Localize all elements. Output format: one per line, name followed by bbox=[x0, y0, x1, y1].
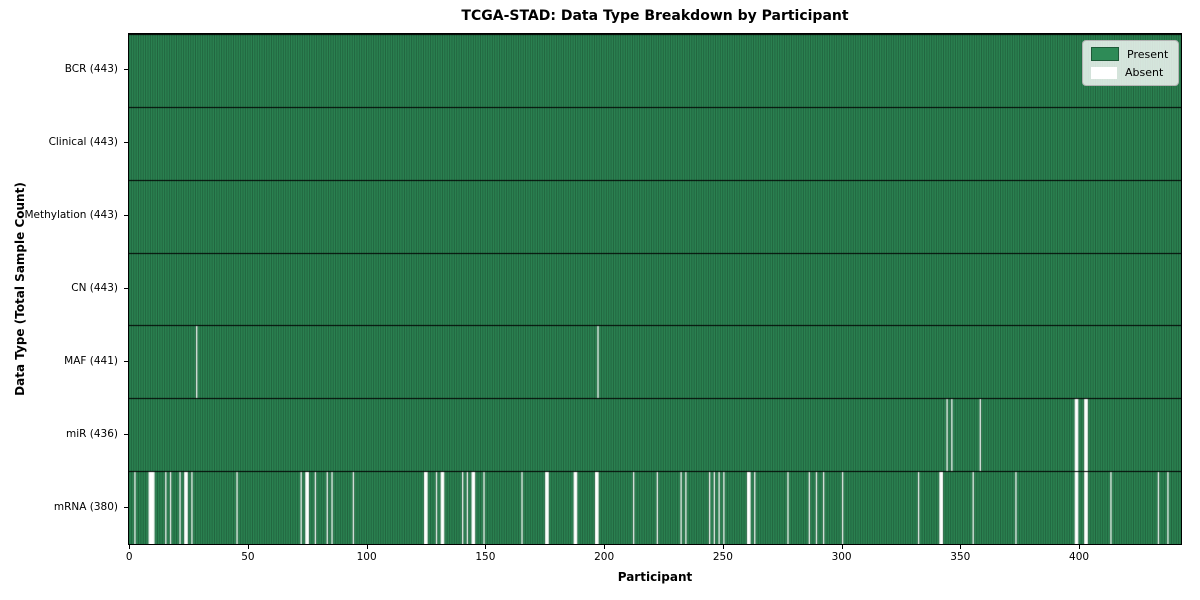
x-tick-label: 250 bbox=[712, 551, 733, 563]
x-tick-mark bbox=[723, 545, 724, 549]
x-tick-label: 100 bbox=[356, 551, 377, 563]
present-swatch-icon bbox=[1091, 47, 1119, 61]
legend-label-present: Present bbox=[1127, 47, 1169, 61]
x-tick-label: 0 bbox=[125, 551, 133, 563]
y-tick-mark bbox=[124, 288, 128, 289]
x-tick-label: 150 bbox=[475, 551, 496, 563]
x-tick-label: 350 bbox=[950, 551, 971, 563]
y-tick-mark bbox=[124, 69, 128, 70]
y-tick-label: CN (443) bbox=[71, 282, 118, 294]
x-tick-mark bbox=[604, 545, 605, 549]
x-tick-mark bbox=[1079, 545, 1080, 549]
x-tick-mark bbox=[367, 545, 368, 549]
x-tick-mark bbox=[842, 545, 843, 549]
chart-title: TCGA-STAD: Data Type Breakdown by Partic… bbox=[461, 8, 849, 24]
y-tick-label: MAF (441) bbox=[64, 354, 118, 367]
x-tick-mark bbox=[960, 545, 961, 549]
x-tick-mark bbox=[248, 545, 249, 549]
y-tick-mark bbox=[124, 142, 128, 143]
x-axis-title: Participant bbox=[617, 570, 693, 584]
y-tick-label: miR (436) bbox=[65, 427, 118, 440]
plot-area bbox=[128, 33, 1182, 545]
heatmap-canvas bbox=[129, 34, 1181, 544]
x-tick-label: 300 bbox=[831, 551, 852, 563]
y-tick-mark bbox=[124, 361, 128, 362]
y-tick-mark bbox=[124, 507, 128, 508]
x-tick-label: 50 bbox=[241, 551, 255, 563]
x-tick-label: 400 bbox=[1069, 551, 1090, 563]
x-tick-mark bbox=[485, 545, 486, 549]
legend-item-absent: Absent bbox=[1091, 66, 1168, 79]
y-tick-label: BCR (443) bbox=[64, 63, 118, 76]
y-tick-mark bbox=[124, 434, 128, 435]
y-tick-mark bbox=[124, 215, 128, 216]
y-tick-label: mRNA (380) bbox=[53, 500, 118, 513]
x-tick-label: 200 bbox=[594, 551, 615, 563]
y-tick-label: Methylation (443) bbox=[24, 209, 118, 222]
legend: Present Absent bbox=[1082, 40, 1180, 86]
legend-label-absent: Absent bbox=[1125, 66, 1164, 79]
x-tick-mark bbox=[129, 545, 130, 549]
y-tick-label: Clinical (443) bbox=[48, 136, 118, 149]
absent-swatch-icon bbox=[1091, 66, 1117, 79]
legend-item-present: Present bbox=[1091, 47, 1168, 61]
